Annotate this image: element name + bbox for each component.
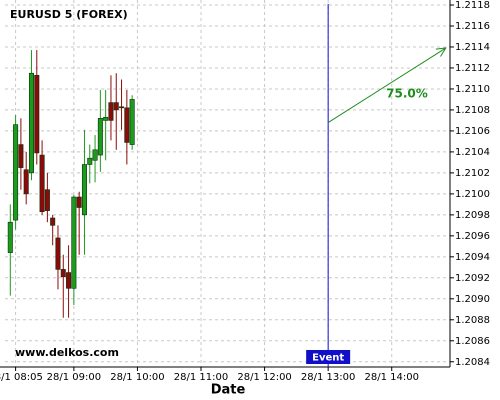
y-tick-label: 1.2110 [455, 84, 490, 95]
candle-body [87, 157, 93, 165]
candle-body [76, 196, 82, 208]
x-axis-title: Date [211, 383, 246, 398]
candles [7, 50, 135, 318]
candle-body [44, 189, 50, 211]
candle-body [108, 102, 114, 121]
candle-body [55, 237, 61, 270]
candle-body [92, 149, 98, 161]
candle-body [7, 221, 13, 253]
candle-body [113, 102, 119, 111]
y-tick-label: 1.2114 [455, 42, 490, 53]
candle-body [23, 169, 29, 195]
y-tick-label: 1.2098 [455, 210, 490, 221]
watermark: www.delkos.com [15, 346, 119, 359]
event-label: Event [312, 353, 344, 364]
x-tick-label: 28/1 13:00 [301, 372, 355, 383]
y-tick-label: 1.2104 [455, 147, 490, 158]
candle-body [103, 116, 109, 121]
candle-body [81, 164, 87, 216]
candle-body [129, 99, 135, 145]
y-tick-label: 1.2108 [455, 105, 490, 116]
y-tick-label: 1.2118 [455, 0, 490, 11]
candle-body [60, 269, 66, 278]
x-tick-label: 28/1 14:00 [364, 372, 418, 383]
y-tick-label: 1.2094 [455, 252, 490, 263]
candle-body [50, 217, 56, 226]
x-tick-label: 28/1 12:00 [237, 372, 291, 383]
y-tick-label: 1.2084 [455, 357, 490, 368]
candle-body [71, 196, 77, 289]
y-tick-label: 1.2106 [455, 126, 490, 137]
candle-body [97, 118, 103, 156]
candle-body [13, 124, 19, 221]
y-tick-label: 1.2100 [455, 189, 490, 200]
x-tick-label: 28/1 10:00 [110, 372, 164, 383]
x-tick-label: 28/1 11:00 [174, 372, 228, 383]
y-tick-label: 1.2092 [455, 273, 490, 284]
forecast-arrow [327, 47, 447, 123]
y-tick-label: 1.2086 [455, 336, 490, 347]
candle-body [124, 107, 130, 143]
forecast-label: 75.0% [386, 87, 428, 101]
candle-body [34, 75, 40, 154]
candle-body [18, 144, 24, 168]
y-tick-label: 1.2096 [455, 231, 490, 242]
candle-body [39, 154, 45, 213]
grid [5, 0, 450, 367]
event-box [306, 350, 351, 364]
y-tick-label: 1.2090 [455, 294, 490, 305]
candle-body [28, 72, 34, 174]
candle-body [66, 272, 72, 289]
y-tick-label: 1.2112 [455, 63, 490, 74]
x-tick-label: 28/1 08:05 [0, 372, 43, 383]
arrow-head [435, 47, 447, 57]
chart-title: EURUSD 5 (FOREX) [10, 8, 128, 21]
y-tick-label: 1.2102 [455, 168, 490, 179]
x-tick-label: 28/1 09:00 [47, 372, 101, 383]
y-tick-label: 1.2088 [455, 315, 490, 326]
y-tick-label: 1.2116 [455, 21, 490, 32]
candle-body [119, 106, 125, 109]
